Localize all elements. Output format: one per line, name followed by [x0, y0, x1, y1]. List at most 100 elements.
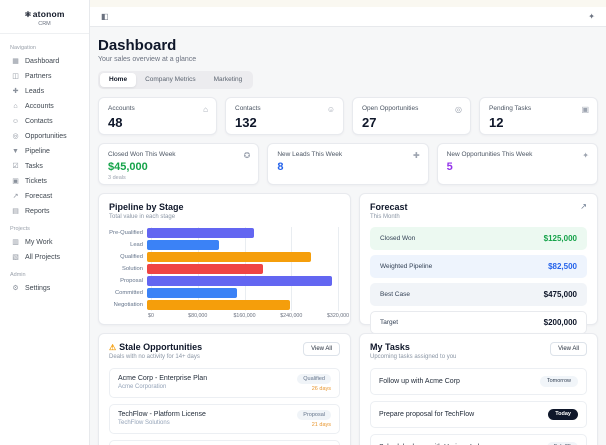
- tasks-list: Follow up with Acme Corp Tomorrow Prepar…: [370, 367, 587, 445]
- app-logo[interactable]: ⚛atonom CRM: [0, 0, 89, 34]
- stale-opportunity-item[interactable]: Acme Corp - Enterprise Plan Acme Corpora…: [109, 367, 340, 398]
- chart-row: Qualified: [109, 251, 340, 263]
- warning-icon: ⚠: [109, 342, 117, 352]
- sidebar-item-label: Pipeline: [25, 148, 50, 155]
- pipeline-bar: [147, 300, 291, 310]
- stale-opportunity-item[interactable]: TechFlow - Platform License TechFlow Sol…: [109, 403, 340, 434]
- theme-toggle-icon[interactable]: ✦: [588, 11, 595, 21]
- task-item[interactable]: Prepare proposal for TechFlow Today: [370, 400, 587, 428]
- stat-icon: ☺: [326, 104, 335, 114]
- forecast-title: Forecast: [370, 201, 408, 212]
- pipeline-title: Pipeline by Stage: [109, 201, 184, 212]
- task-name: Follow up with Acme Corp: [379, 377, 460, 385]
- stat-value: 27: [362, 114, 377, 130]
- sidebar-item-icon: ☺: [11, 118, 20, 125]
- sidebar-item[interactable]: ▣ Tickets: [7, 174, 82, 189]
- stat-icon: ◎: [455, 104, 462, 114]
- sidebar-nav: Navigation ▦ Dashboard ◫ Partners: [0, 34, 89, 300]
- tab[interactable]: Company Metrics: [145, 76, 196, 83]
- stat-value: 132: [235, 114, 257, 130]
- chart-track: [147, 228, 338, 238]
- chart-row: Negotiation: [109, 299, 340, 311]
- chart-category-label: Qualified: [120, 253, 143, 260]
- opportunity-company: Acme Corporation: [118, 384, 167, 391]
- chart-category-label: Committed: [114, 289, 143, 296]
- tab[interactable]: Marketing: [213, 76, 243, 83]
- sidebar-item[interactable]: ⌂ Accounts: [7, 99, 82, 114]
- sidebar-item[interactable]: ☑ Tasks: [7, 159, 82, 174]
- sidebar-item[interactable]: ◫ Partners: [7, 69, 82, 84]
- sidebar-item-icon: ⌂: [13, 103, 18, 110]
- sidebar-toggle-icon[interactable]: ◧: [101, 11, 109, 21]
- task-name: Prepare proposal for TechFlow: [379, 410, 475, 418]
- sidebar-item[interactable]: ⚙ Settings: [7, 281, 82, 296]
- sidebar-item[interactable]: ☺ Contacts: [7, 114, 82, 129]
- task-item[interactable]: Schedule demo with Horizon Labs Feb 25: [370, 433, 587, 445]
- pipeline-bar: [147, 288, 237, 298]
- stat-label: Pending Tasks: [489, 104, 532, 112]
- sidebar-item[interactable]: ✚ Leads: [7, 84, 82, 99]
- sidebar-section-label: Navigation: [10, 45, 36, 51]
- sidebar-item-label: All Projects: [25, 254, 61, 261]
- x-tick-label: $0: [148, 312, 154, 319]
- sidebar-item[interactable]: ▤ Reports: [7, 204, 82, 219]
- sidebar-item[interactable]: ▥ My Work: [7, 235, 82, 250]
- forecast-row-value: $475,000: [543, 289, 577, 299]
- weekly-stats-row: Closed Won This Week $45,000 3 deals ✪ N…: [98, 142, 598, 185]
- sidebar-item-icon: ↗: [12, 193, 19, 200]
- sidebar-item[interactable]: ▦ Dashboard: [7, 54, 82, 69]
- weekly-stat-icon: ✪: [243, 150, 251, 160]
- chart-track: [147, 276, 338, 286]
- sidebar-item[interactable]: ↗ Forecast: [7, 189, 82, 204]
- stat-icon: ▣: [581, 104, 589, 114]
- pipeline-bar: [147, 228, 255, 238]
- days-inactive: 26 days: [311, 385, 331, 392]
- stale-opportunity-item[interactable]: Pinnacle - Annual Subscription Pinnacle …: [109, 439, 340, 445]
- sidebar-item-label: Contacts: [25, 118, 53, 125]
- tasks-view-all-button[interactable]: View All: [550, 341, 587, 356]
- stat-icon: ⌂: [203, 104, 208, 114]
- sidebar-item[interactable]: ▧ All Projects: [7, 250, 82, 265]
- forecast-row-label: Target: [380, 318, 399, 326]
- pipeline-bar: [147, 276, 333, 286]
- stale-view-all-button[interactable]: View All: [303, 341, 340, 356]
- chart-category-label: Solution: [122, 265, 143, 272]
- sidebar-item-icon: ⚙: [12, 285, 19, 292]
- chart-track: [147, 264, 338, 274]
- sidebar-item-label: My Work: [25, 239, 53, 246]
- tab[interactable]: Home: [100, 73, 137, 87]
- forecast-panel: Forecast This Month ↗ Closed Won $125,00…: [359, 192, 598, 334]
- chart-row: Committed: [109, 287, 340, 299]
- chart-row: Proposal: [109, 275, 340, 287]
- days-inactive: 21 days: [311, 421, 331, 428]
- weekly-stat-label: Closed Won This Week: [108, 150, 176, 158]
- stat-card: Pending Tasks 12 ▣: [479, 96, 598, 135]
- forecast-row: Weighted Pipeline $82,500: [370, 254, 587, 278]
- sidebar-item-label: Forecast: [25, 193, 53, 200]
- due-badge: Today: [548, 408, 578, 420]
- forecast-subtitle: This Month: [370, 213, 400, 220]
- sidebar-item-icon: ▧: [12, 254, 19, 261]
- weekly-stat-value: 5: [446, 160, 453, 173]
- chart-category-label: Lead: [130, 241, 143, 248]
- opportunity-company: TechFlow Solutions: [118, 420, 170, 427]
- dashboard-tabs: Home Company Metrics Marketing: [98, 71, 254, 89]
- stat-value: 12: [489, 114, 504, 130]
- stat-label: Accounts: [108, 104, 135, 112]
- task-name: Schedule demo with Horizon Labs: [379, 444, 485, 445]
- weekly-stat-icon: ✚: [412, 150, 420, 160]
- chart-category-label: Negotiation: [113, 301, 143, 308]
- sidebar-item[interactable]: ▼ Pipeline: [7, 144, 82, 159]
- weekly-stat-value: $45,000: [108, 160, 148, 173]
- sidebar-section-label: Admin: [10, 272, 26, 278]
- sidebar-item-icon: ▼: [12, 148, 19, 155]
- task-item[interactable]: Follow up with Acme Corp Tomorrow: [370, 367, 587, 395]
- pipeline-chart: Pre-Qualified Lead Qualified Solution Propos…: [109, 226, 340, 311]
- pipeline-xticks: $0 $80,000 $160,000 $240,000 $320,000: [148, 312, 349, 322]
- forecast-row-value: $200,000: [543, 317, 577, 327]
- sidebar-item[interactable]: ◎ Opportunities: [7, 129, 82, 144]
- sidebar-item-icon: ▦: [12, 58, 19, 65]
- chart-category-label: Proposal: [120, 277, 143, 284]
- forecast-row: Target $200,000: [370, 310, 587, 334]
- stat-card: Open Opportunities 27 ◎: [352, 96, 471, 135]
